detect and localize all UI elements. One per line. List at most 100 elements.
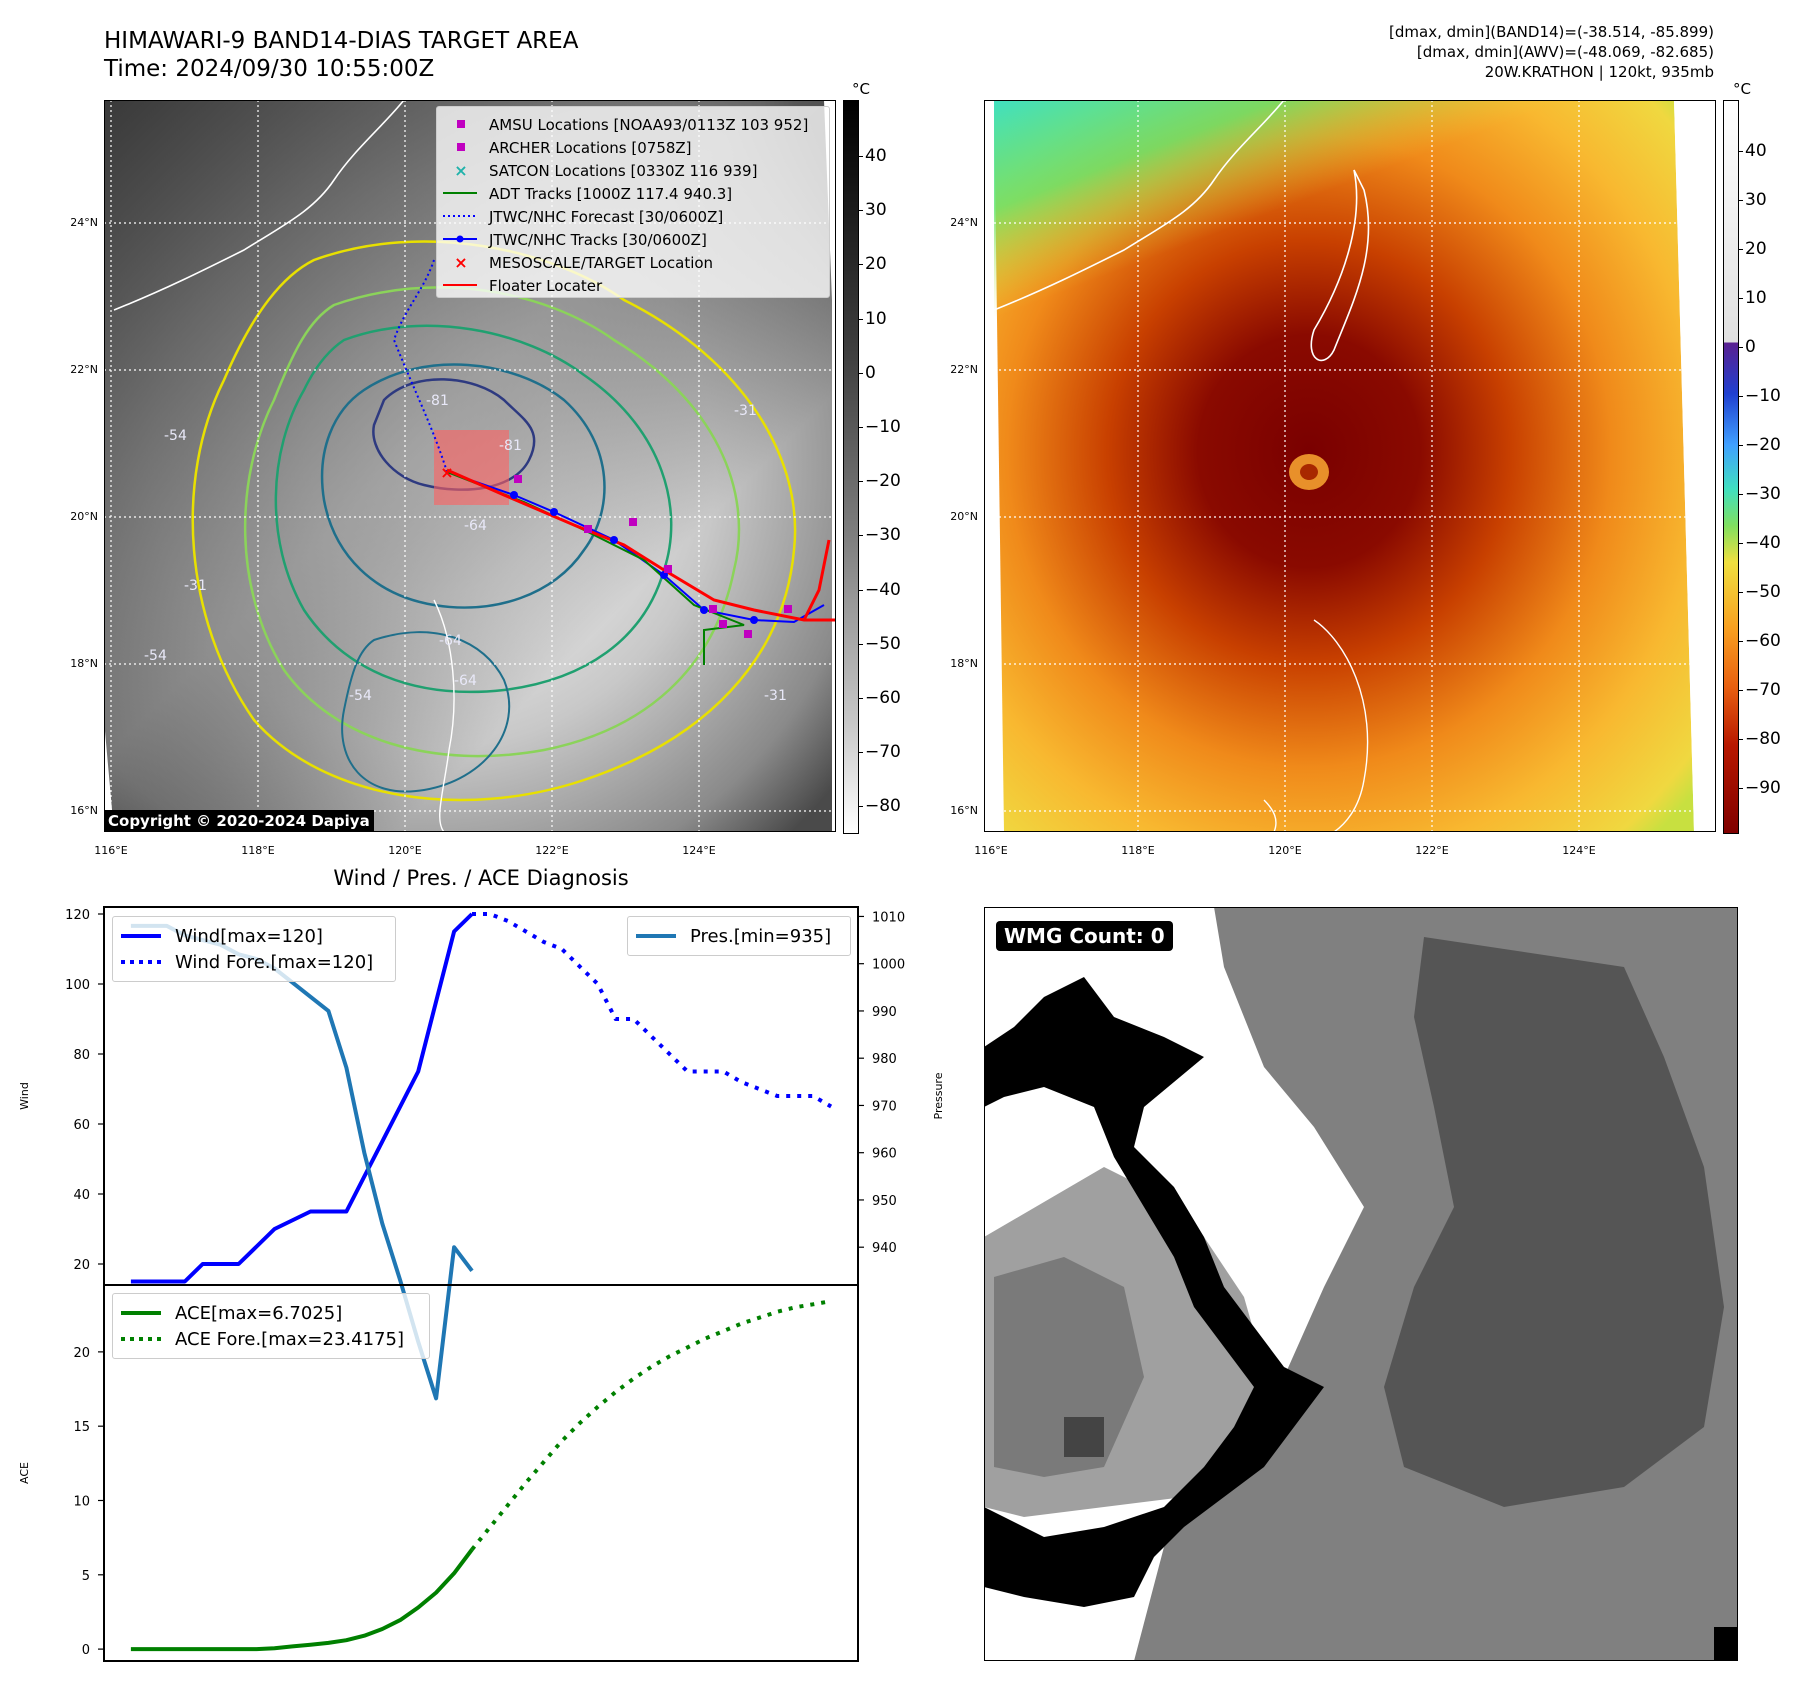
wmg-dark-spot bbox=[1064, 1417, 1104, 1457]
colorbar-tick bbox=[858, 372, 863, 374]
legend-label-ace-forecast: ACE Fore.[max=23.4175] bbox=[175, 1329, 404, 1350]
coastline bbox=[113, 99, 405, 311]
lon-tick-label: 122°E bbox=[1415, 844, 1449, 857]
colorbar-tick bbox=[1738, 249, 1743, 250]
colorbar-tick bbox=[1738, 543, 1743, 544]
y2-tick-label: 950 bbox=[872, 1194, 897, 1209]
colorbar-tick-label: 10 bbox=[865, 308, 887, 329]
colorbar-tick bbox=[1738, 788, 1743, 789]
map-legend: AMSU Locations [NOAA93/0113Z 103 952] ARC… bbox=[436, 106, 830, 298]
y-tick-label: 60 bbox=[73, 1118, 90, 1133]
y-tick-label: 0 bbox=[82, 1643, 90, 1658]
colorbar-tick bbox=[1738, 445, 1743, 446]
lon-tick-label: 120°E bbox=[1268, 844, 1302, 857]
contour-label: -64 bbox=[454, 673, 477, 689]
y-tick-label: 100 bbox=[65, 978, 90, 993]
contour-label: -54 bbox=[349, 688, 372, 704]
lon-tick-label: 116°E bbox=[974, 844, 1008, 857]
target-location-marker: × bbox=[440, 463, 453, 482]
awv-map-panel bbox=[983, 99, 1717, 833]
legend-marker-icon bbox=[457, 120, 465, 128]
legend-marker-icon: × bbox=[454, 253, 467, 272]
colorbar-tick-label: −20 bbox=[1745, 435, 1781, 455]
contour-labels: -81 -81 -64 -54 -31 -54 -31 -64 -64 -54 … bbox=[144, 393, 787, 704]
legend-label-wind: Wind[max=120] bbox=[175, 926, 323, 947]
y-tick-label: 5 bbox=[82, 1569, 90, 1584]
lat-tick-label: 24°N bbox=[950, 216, 978, 229]
y2-tick-label: 990 bbox=[872, 1005, 897, 1020]
legend-row: AMSU Locations [NOAA93/0113Z 103 952] bbox=[437, 113, 827, 135]
y-tick-label: 120 bbox=[65, 908, 90, 923]
colorbar-tick-label: 30 bbox=[865, 200, 887, 221]
legend-marker-icon bbox=[457, 143, 465, 151]
lon-tick-label: 122°E bbox=[535, 844, 569, 857]
colorbar-tick bbox=[1738, 200, 1743, 201]
info-storm: 20W.KRATHON | 120kt, 935mb bbox=[1484, 63, 1714, 81]
chart-frame bbox=[103, 1284, 859, 1662]
colorbar-tick-label: −20 bbox=[865, 471, 901, 492]
contour-label: -54 bbox=[164, 428, 187, 444]
y2-tick-label: 940 bbox=[872, 1241, 897, 1256]
lat-tick-label: 18°N bbox=[70, 657, 98, 670]
legend-marker-icon: × bbox=[454, 161, 467, 180]
colorbar-tick-label: −40 bbox=[865, 579, 901, 600]
colorbar-tick bbox=[858, 156, 863, 157]
legend-label: AMSU Locations [NOAA93/0113Z 103 952] bbox=[489, 116, 809, 134]
legend-row: × SATCON Locations [0330Z 116 939] bbox=[437, 159, 827, 181]
contour-label: -31 bbox=[734, 403, 757, 419]
wmg-gray-west bbox=[994, 1257, 1144, 1477]
colorbar-tick bbox=[858, 427, 863, 428]
colorbar-tick-label: 20 bbox=[1745, 239, 1767, 259]
legend-label: MESOSCALE/TARGET Location bbox=[489, 254, 714, 272]
lat-tick-label: 16°N bbox=[70, 804, 98, 817]
contour-green bbox=[274, 324, 673, 694]
y2-tick-label: 980 bbox=[872, 1052, 897, 1067]
lon-tick-label: 120°E bbox=[388, 844, 422, 857]
y2-tick-label: 1000 bbox=[872, 958, 905, 973]
ace-chart: 0 5 10 15 20 ACE bbox=[18, 1284, 859, 1662]
colorbar-tick-label: −70 bbox=[1745, 680, 1781, 700]
lat-tick-label: 20°N bbox=[70, 510, 98, 523]
contour-yellow bbox=[191, 240, 797, 802]
lon-tick-label: 118°E bbox=[241, 844, 275, 857]
colorbar-tick-label: 20 bbox=[865, 254, 887, 275]
colorbar-tick bbox=[858, 535, 863, 537]
colorbar-tick-label: −70 bbox=[865, 742, 901, 763]
figure-title: HIMAWARI-9 BAND14-DIAS TARGET AREA bbox=[104, 28, 579, 54]
colorbar-tick-label: −80 bbox=[1745, 729, 1781, 749]
colorbar-tick bbox=[858, 752, 863, 754]
lat-tick-label: 16°N bbox=[950, 804, 978, 817]
wmg-count-badge: WMG Count: 0 bbox=[996, 921, 1173, 951]
y2-tick-label: 1010 bbox=[872, 910, 905, 925]
colorbar-tick bbox=[1738, 494, 1743, 495]
awv-gridlines bbox=[984, 100, 1716, 832]
y-tick-label: 80 bbox=[73, 1048, 90, 1063]
y-axis-label: ACE bbox=[18, 1462, 31, 1484]
colorbar-tick-label: 10 bbox=[1745, 288, 1767, 308]
legend-marker-icon bbox=[443, 192, 477, 194]
colorbar-tick-label: −10 bbox=[865, 417, 901, 437]
legend-label-wind-forecast: Wind Fore.[max=120] bbox=[175, 952, 374, 973]
legend-marker-icon bbox=[443, 235, 477, 243]
colorbar-tick bbox=[858, 806, 863, 808]
legend-row: ARCHER Locations [0758Z] bbox=[437, 136, 827, 158]
lat-tick-label: 24°N bbox=[70, 216, 98, 229]
contour-label: -64 bbox=[439, 633, 462, 649]
y2-axis-label: Pressure bbox=[932, 1072, 945, 1119]
contour-navy-core bbox=[372, 378, 536, 491]
lat-tick-label: 22°N bbox=[950, 363, 978, 376]
legend-label: ADT Tracks [1000Z 117.4 940.3] bbox=[489, 185, 733, 203]
ir-missing-edge bbox=[824, 100, 836, 832]
awv-missing-right bbox=[1674, 100, 1716, 832]
colorbar-tick-label: −30 bbox=[865, 525, 901, 546]
legend-label: Floater Locater bbox=[489, 277, 603, 295]
awv-coastline-taiwan bbox=[1310, 169, 1370, 362]
y-axis-label: Wind bbox=[18, 1082, 31, 1110]
legend-label: SATCON Locations [0330Z 116 939] bbox=[489, 162, 758, 180]
colorbar-tick-label: −60 bbox=[865, 688, 901, 708]
info-band14: [dmax, dmin](BAND14)=(-38.514, -85.899) bbox=[1389, 23, 1714, 41]
colorbar-tick-label: −80 bbox=[865, 796, 901, 817]
awv-map-svg bbox=[983, 99, 1717, 833]
y-tick-label: 10 bbox=[73, 1494, 90, 1509]
awv-coastline-china bbox=[993, 99, 1285, 311]
